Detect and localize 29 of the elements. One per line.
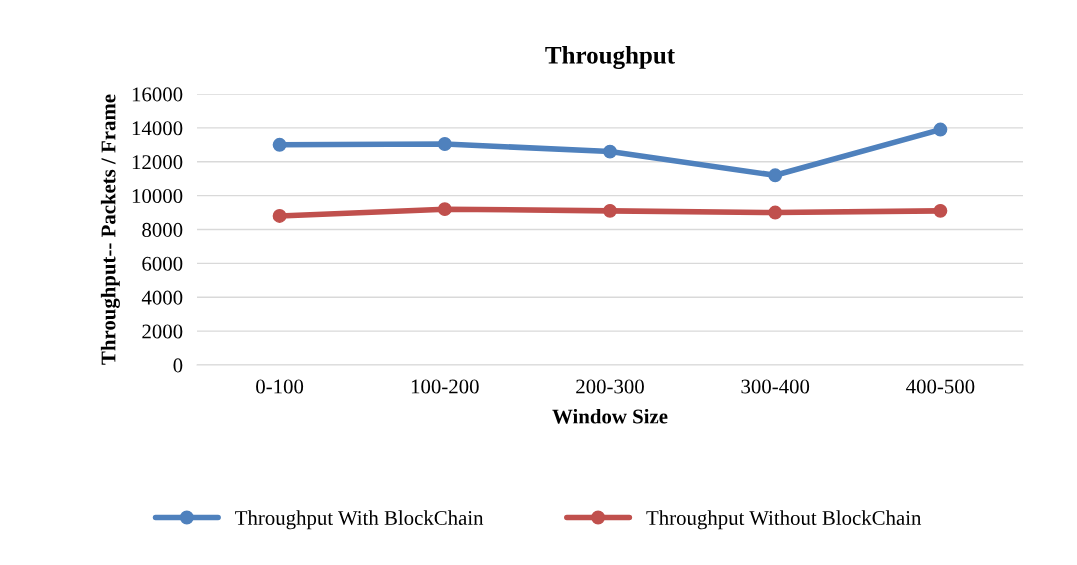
y-tick-label: 16000 (132, 87, 183, 102)
chart-title: Throughput (545, 46, 675, 69)
y-tick-label: 0 (173, 358, 183, 373)
x-tick-label: 100-200 (411, 379, 479, 394)
x-tick-label: 300-400 (741, 379, 810, 394)
point (603, 203, 617, 218)
point (933, 122, 948, 137)
legend-label: Throughput With BlockChain (235, 510, 484, 530)
y-tick-label: 6000 (142, 256, 183, 271)
y-tick-label: 4000 (141, 290, 183, 305)
point (603, 144, 617, 159)
x-tick-label: 200-300 (576, 379, 644, 394)
point (272, 209, 287, 223)
y-tick-label: 12000 (132, 155, 183, 170)
point (272, 137, 287, 152)
y-tick-label: 14000 (132, 121, 183, 136)
x-tick-label: 400-500 (906, 379, 975, 394)
x-tick-label: 0-100 (256, 379, 304, 394)
point (437, 137, 452, 151)
point (768, 168, 783, 183)
legend-label: Throughput Without BlockChain (646, 510, 922, 530)
y-axis-title: Throughput-- Packets / Frame (100, 94, 120, 365)
point (933, 203, 948, 218)
y-tick-label: 10000 (132, 189, 183, 204)
point (768, 205, 783, 220)
point (437, 202, 452, 217)
y-tick-label: 2000 (142, 324, 183, 339)
y-tick-label: 8000 (142, 222, 183, 237)
x-axis-title: Window Size (552, 408, 668, 424)
